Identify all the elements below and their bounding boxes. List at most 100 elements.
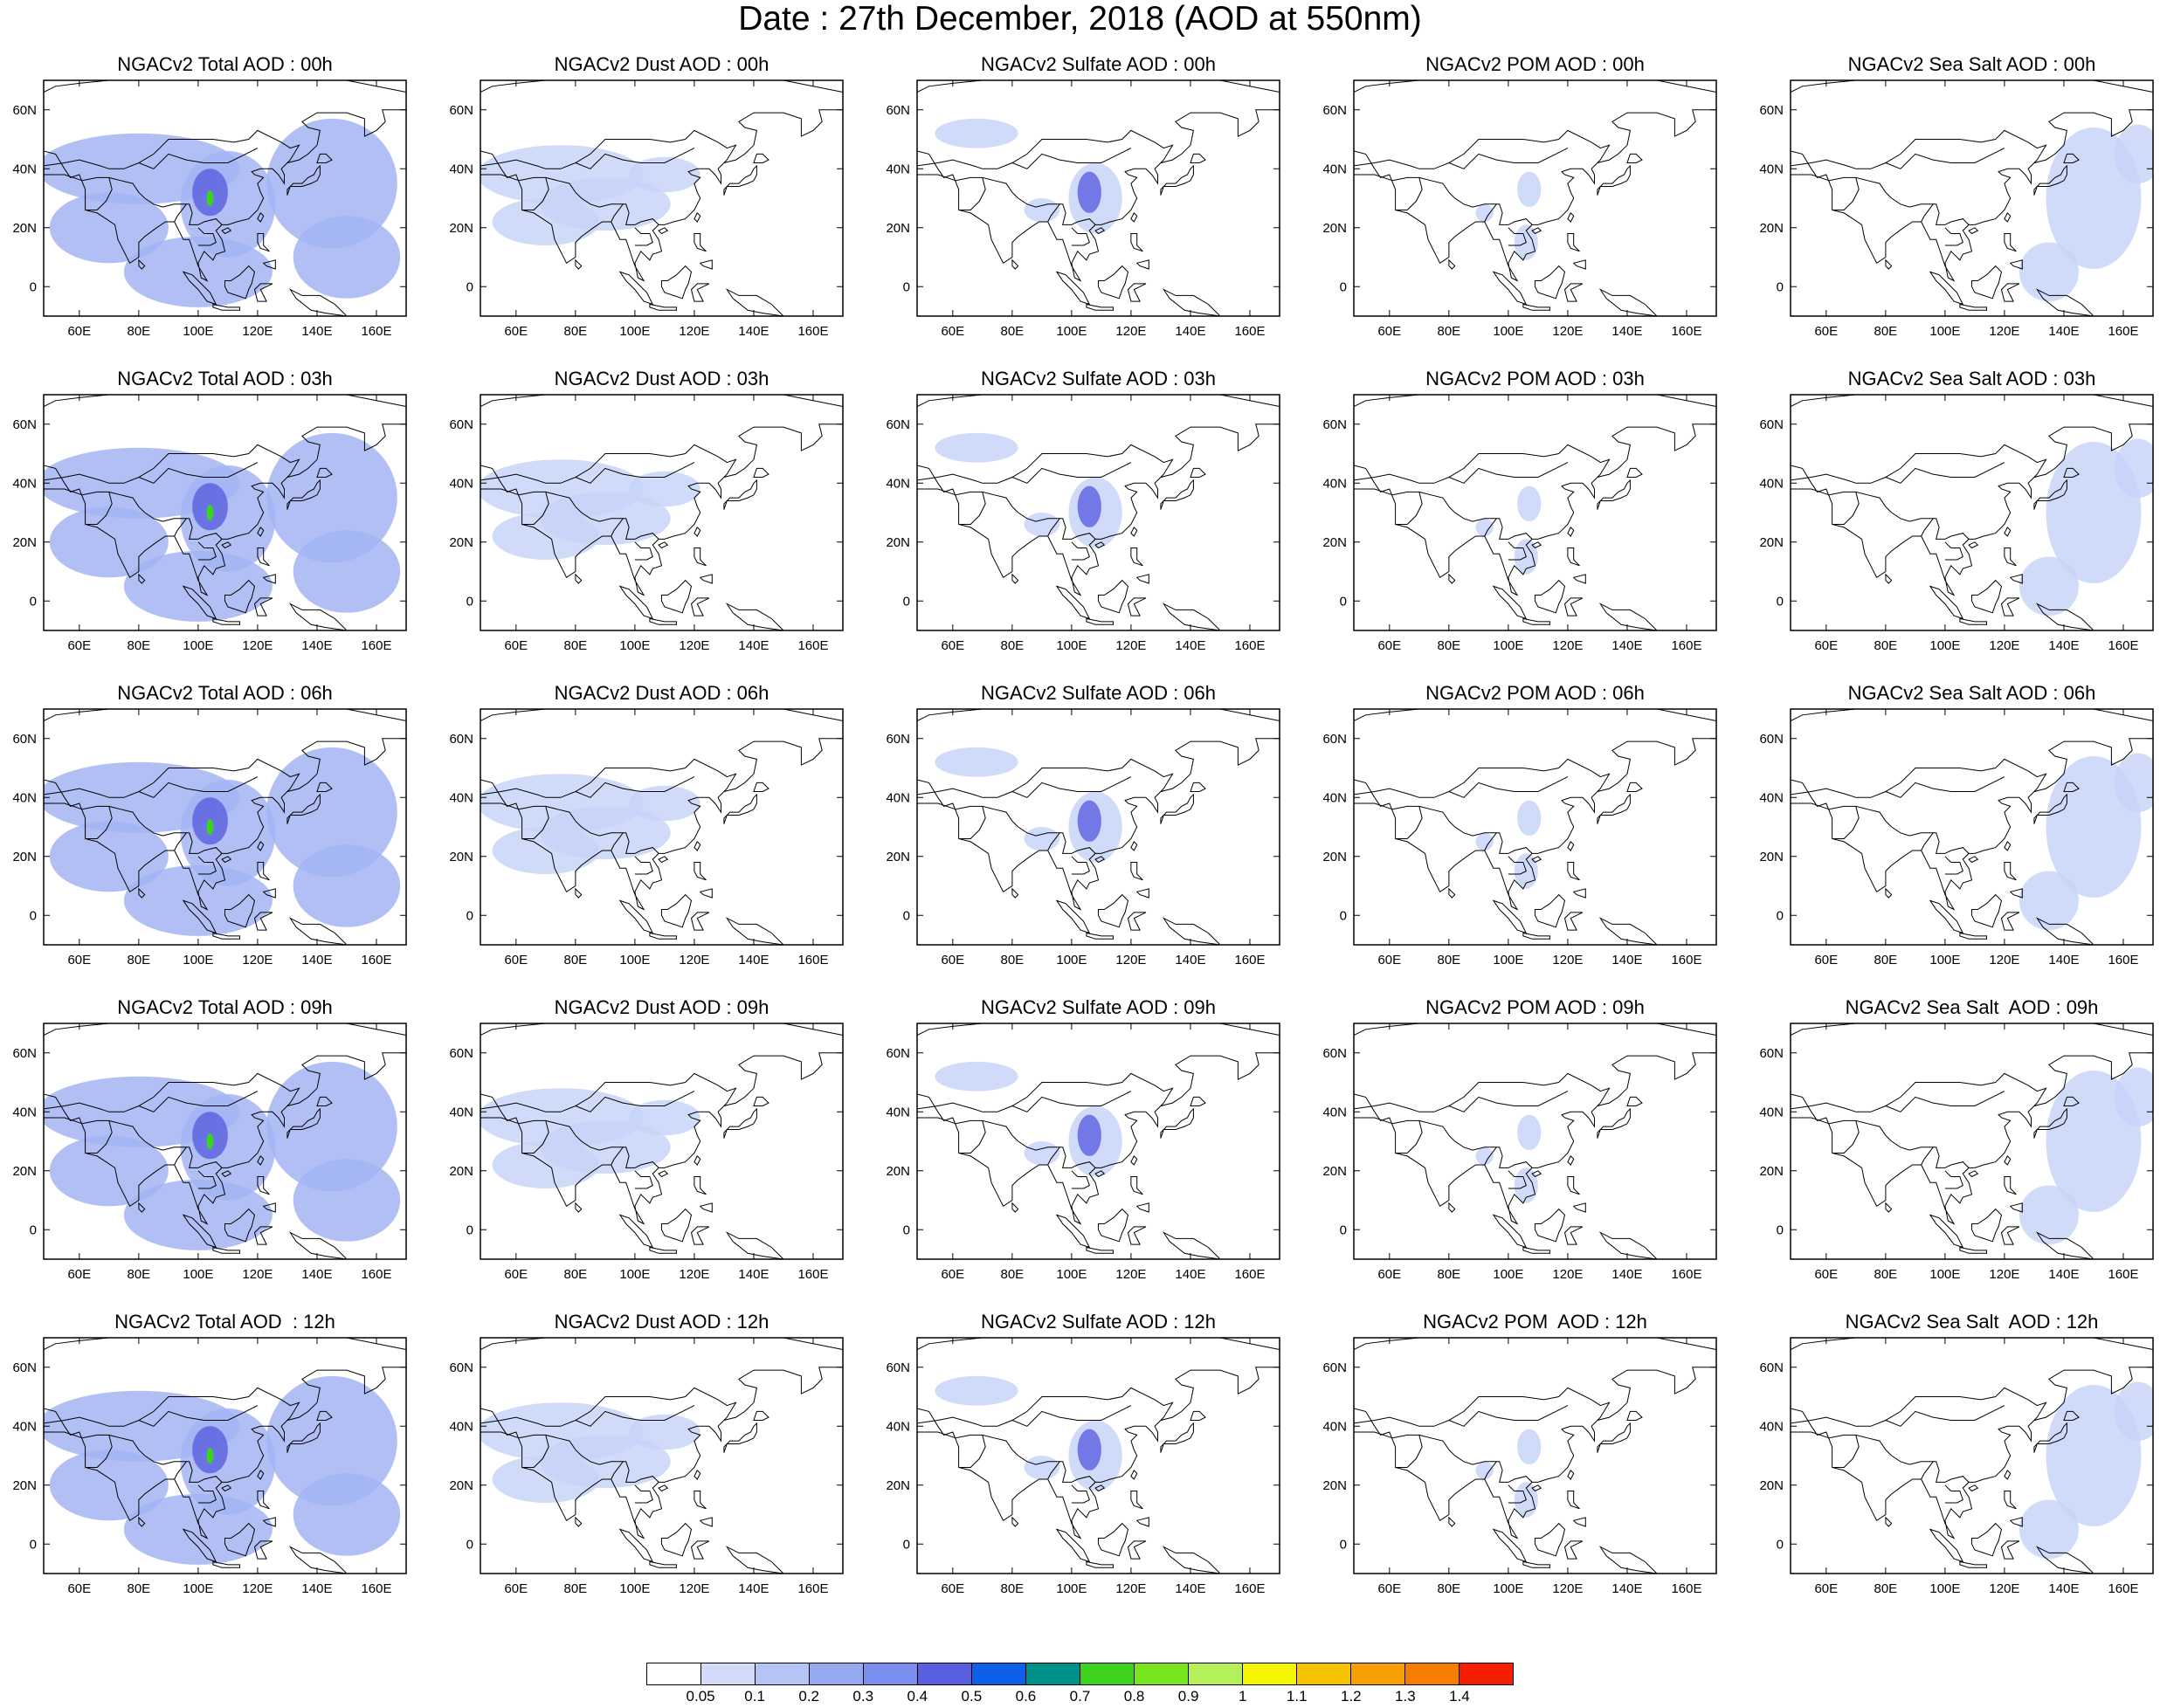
aod-field [480,1023,843,1259]
map-svg: 60E 80E 100E 120E 140E 160E 0 20N 40N 60N [449,79,844,339]
lon-tick-label: 80E [128,324,151,339]
lat-tick-label: 60N [1322,103,1347,118]
aod-plume [1475,1147,1494,1165]
map-svg: 60E 80E 100E 120E 140E 160E 0 20N 40N 60N [886,708,1280,968]
aod-plume [123,550,273,622]
lon-tick-label: 160E [2108,638,2138,653]
lon-tick-label: 120E [1989,324,2019,339]
lon-tick-label: 60E [1377,1581,1401,1596]
lat-tick-label: 40N [1322,162,1347,176]
lat-tick-label: 40N [1759,1105,1784,1119]
map-svg: 60E 80E 100E 120E 140E 160E 0 20N 40N 60N [449,1337,844,1596]
lat-tick-label: 60N [1322,1360,1347,1375]
aod-plume [629,156,700,193]
lon-tick-label: 160E [1671,953,1701,968]
lat-tick-label: 0 [30,594,37,609]
map-frame [43,708,407,946]
colorbar-swatch [918,1663,972,1684]
lon-tick-label: 80E [1874,324,1898,339]
map-panel: NGACv2 Sulfate AOD : 00h 60E 80E 100E 120E 14… [873,45,1310,342]
panel-title: NGACv2 POM AOD : 12h [1423,1311,1647,1333]
map-svg: 60E 80E 100E 120E 140E 160E 0 20N 40N 60N [886,1337,1280,1596]
lon-tick-label: 80E [128,638,151,653]
lon-tick-label: 80E [128,1267,151,1282]
panel-title: NGACv2 Sea Salt AOD : 00h [1847,53,2096,75]
lat-tick-label: 40N [886,162,910,176]
lat-tick-label: 0 [903,908,910,923]
lon-tick-label: 100E [1929,1581,1960,1596]
lon-tick-label: 120E [242,1267,273,1282]
aod-field [480,395,843,630]
map-svg: 60E 80E 100E 120E 140E 160E 0 20N 40N 60N [12,1023,407,1282]
lat-tick-label: 20N [1759,1164,1784,1179]
aod-plume [123,1493,273,1565]
lat-tick-label: 0 [1777,1222,1784,1237]
lon-tick-label: 80E [564,953,588,968]
map-svg: 60E 80E 100E 120E 140E 160E 0 20N 40N 60N [1322,394,1717,653]
lat-tick-label: 0 [903,1222,910,1237]
lat-tick-label: 40N [12,162,37,176]
colorbar-swatch [1243,1663,1297,1684]
colorbar-swatch [1026,1663,1080,1684]
lon-tick-label: 120E [1552,324,1583,339]
map-frame [1353,1337,1717,1574]
aod-field [480,1338,843,1574]
map-frame [916,394,1280,631]
colorbar-label: 0.6 [1015,1688,1037,1705]
lon-tick-label: 80E [1001,1581,1025,1596]
lon-tick-label: 160E [1671,638,1701,653]
lat-tick-label: 40N [1759,1419,1784,1434]
lon-tick-label: 160E [797,1267,828,1282]
lon-tick-label: 80E [564,638,588,653]
map-plot: 60E 80E 100E 120E 140E 160E 0 20N 40N 60N [12,79,407,339]
lon-tick-label: 60E [504,324,528,339]
lat-tick-label: 20N [886,1164,910,1179]
aod-field [44,1023,406,1259]
colorbar-label: 0.1 [744,1688,765,1705]
aod-plume [935,1375,1018,1406]
lon-tick-label: 140E [2048,953,2079,968]
colorbar-label: 1.4 [1449,1688,1470,1705]
panel-title: NGACv2 Sulfate AOD : 09h [980,996,1217,1018]
aod-field [1354,709,1716,945]
map-panel: NGACv2 Dust AOD : 09h 60E 80E 100E 120E 140E 1… [437,988,873,1285]
lon-tick-label: 60E [67,1267,91,1282]
lon-tick-label: 80E [564,324,588,339]
aod-plume [492,1456,600,1503]
lat-tick-label: 60N [1759,417,1784,432]
lon-tick-label: 140E [1611,638,1642,653]
aod-hotspot [206,190,214,206]
lat-tick-label: 40N [12,1105,37,1119]
map-frame [43,1337,407,1574]
lon-tick-label: 120E [242,1581,273,1596]
lat-tick-label: 60N [449,1360,473,1375]
aod-plume [1517,486,1542,522]
lon-tick-label: 140E [2048,638,2079,653]
lon-tick-label: 120E [1989,638,2019,653]
map-plot: 60E 80E 100E 120E 140E 160E 0 20N 40N 60N [1322,394,1717,653]
lon-tick-label: 80E [1874,1267,1898,1282]
map-plot: 60E 80E 100E 120E 140E 160E 0 20N 40N 60N [12,394,407,653]
aod-plume [629,1099,700,1136]
map-plot: 60E 80E 100E 120E 140E 160E 0 20N 40N 60N [1322,1023,1717,1282]
lon-tick-label: 100E [1929,638,1960,653]
lat-tick-label: 20N [1759,1478,1784,1493]
lat-tick-label: 60N [12,1360,37,1375]
aod-plume [935,432,1018,463]
panel-title: NGACv2 POM AOD : 00h [1425,53,1645,75]
lat-tick-label: 0 [1777,1537,1784,1552]
panel-title: NGACv2 POM AOD : 06h [1425,682,1645,704]
lat-tick-label: 40N [1322,790,1347,805]
colorbar-swatch [1297,1663,1351,1684]
map-plot: 60E 80E 100E 120E 140E 160E 0 20N 40N 60N [12,1023,407,1282]
aod-field [1791,395,2153,630]
aod-plume [1475,832,1494,851]
colorbar-label: 0.8 [1123,1688,1145,1705]
map-plot: 60E 80E 100E 120E 140E 160E 0 20N 40N 60N [886,79,1280,339]
aod-plume [293,216,401,299]
lon-tick-label: 100E [183,638,213,653]
lon-tick-label: 100E [183,953,213,968]
map-frame [1790,394,2154,631]
map-plot: 60E 80E 100E 120E 140E 160E 0 20N 40N 60N [1759,1337,2154,1596]
map-panel: NGACv2 Total AOD : 00h 60E 80E 100E 120E 140E… [0,45,437,342]
